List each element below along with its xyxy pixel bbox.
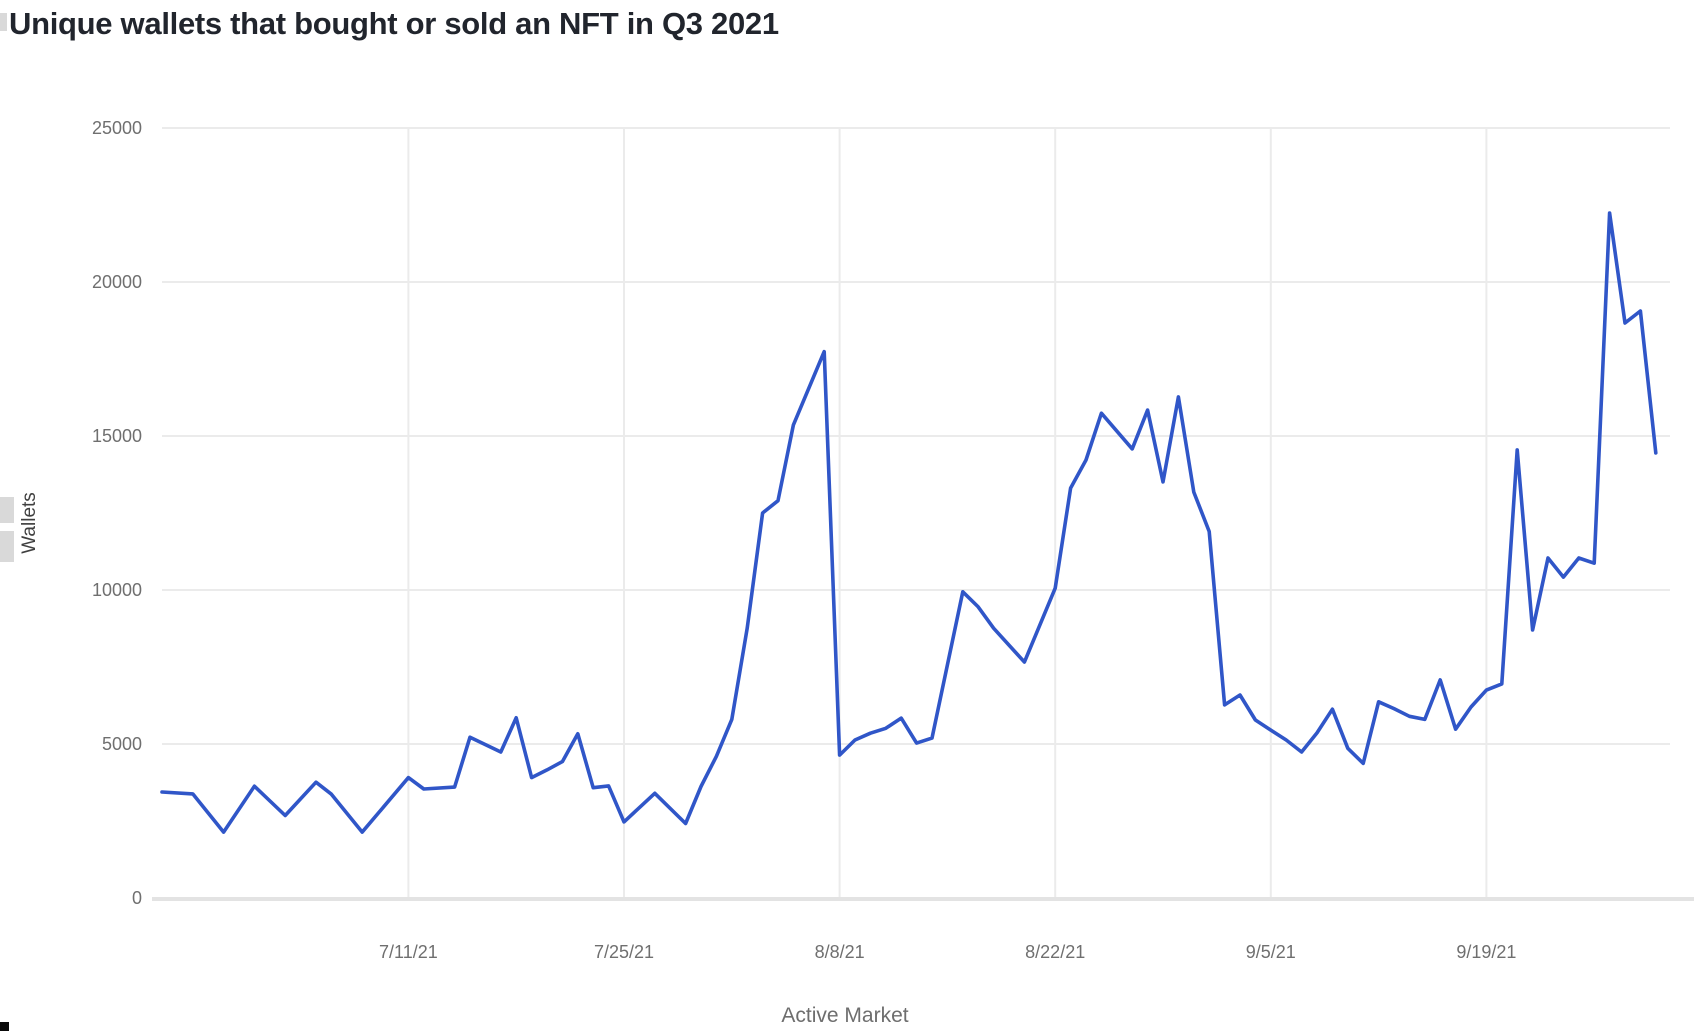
y-tick-label: 5000 [101, 734, 142, 754]
cropped-artifact-left-upper [0, 497, 14, 523]
wallets-line-series[interactable] [160, 211, 1658, 834]
cropped-artifact-bottom-left [0, 1022, 9, 1031]
x-tick-label: 9/5/21 [1245, 942, 1296, 962]
x-tick-label: 7/25/21 [593, 942, 655, 962]
x-tick-label: 8/22/21 [1025, 942, 1086, 962]
x-tick-label: 7/11/21 [379, 942, 438, 962]
cropped-artifact-top-left [0, 13, 7, 31]
x-tick-label: 9/19/21 [1456, 942, 1517, 962]
y-tick-label: 20000 [91, 272, 142, 292]
y-tick-label: 15000 [91, 426, 142, 446]
x-tick-label: 8/8/21 [814, 942, 865, 962]
y-tick-label: 25000 [91, 118, 142, 138]
cropped-artifact-left-lower [0, 531, 14, 562]
y-tick-label: 10000 [91, 580, 142, 600]
y-tick-label: 0 [131, 888, 142, 908]
x-axis-title: Active Market [781, 1004, 909, 1027]
chart-title: Unique wallets that bought or sold an NF… [9, 6, 779, 41]
